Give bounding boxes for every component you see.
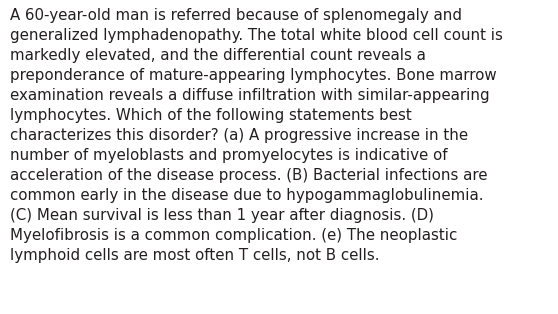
Text: A 60-year-old man is referred because of splenomegaly and
generalized lymphadeno: A 60-year-old man is referred because of… — [10, 8, 503, 263]
